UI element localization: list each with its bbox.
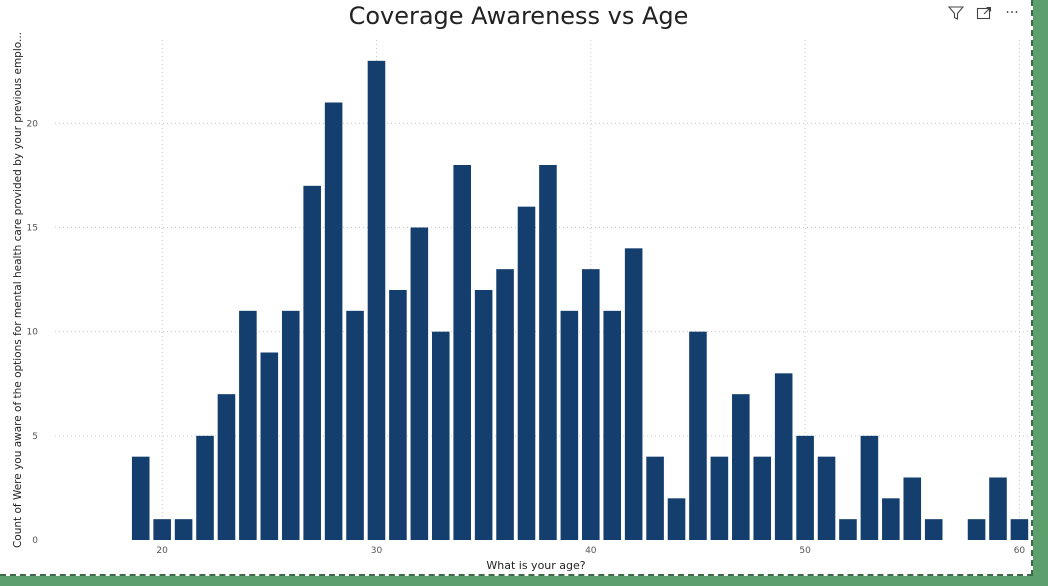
bar[interactable]: [924, 519, 943, 540]
focus-mode-icon[interactable]: [975, 4, 993, 22]
bar[interactable]: [217, 394, 236, 540]
bar[interactable]: [346, 310, 364, 540]
bar[interactable]: [260, 352, 279, 541]
x-tick-label: 30: [371, 546, 383, 556]
bar[interactable]: [689, 331, 707, 540]
bar[interactable]: [196, 435, 214, 540]
bar[interactable]: [474, 290, 493, 540]
bar[interactable]: [389, 290, 407, 540]
bar[interactable]: [410, 227, 429, 541]
bar[interactable]: [796, 435, 814, 540]
bar[interactable]: [174, 519, 193, 540]
more-options-icon[interactable]: ···: [1005, 5, 1019, 21]
bar[interactable]: [903, 477, 922, 541]
bar[interactable]: [539, 165, 557, 540]
bar[interactable]: [239, 310, 257, 540]
x-tick-label: 60: [1014, 546, 1026, 556]
bar[interactable]: [153, 519, 171, 540]
bar[interactable]: [839, 519, 857, 540]
bar[interactable]: [1010, 519, 1029, 540]
bar[interactable]: [496, 269, 514, 540]
x-tick-label: 40: [585, 546, 597, 556]
bar[interactable]: [453, 165, 471, 540]
chart-title: Coverage Awareness vs Age: [348, 2, 689, 30]
y-tick-label: 10: [27, 328, 39, 338]
bar[interactable]: [646, 456, 664, 540]
bar[interactable]: [131, 456, 150, 540]
bar[interactable]: [324, 102, 343, 541]
bar[interactable]: [817, 456, 836, 540]
y-tick-label: 0: [32, 536, 38, 546]
bar[interactable]: [367, 60, 386, 540]
bar[interactable]: [560, 310, 579, 540]
bar[interactable]: [603, 310, 622, 540]
bar[interactable]: [882, 498, 900, 540]
y-tick-label: 20: [27, 119, 39, 129]
bar[interactable]: [582, 269, 600, 540]
bar[interactable]: [732, 394, 750, 540]
x-axis-title: What is your age?: [486, 559, 586, 572]
y-tick-label: 5: [32, 432, 38, 442]
bar[interactable]: [753, 456, 772, 540]
chart-visual-frame: Coverage Awareness vs Age ··· Count of W…: [0, 0, 1033, 576]
y-tick-label: 15: [27, 224, 38, 234]
bar[interactable]: [860, 435, 879, 540]
filter-icon[interactable]: [947, 4, 965, 22]
bar[interactable]: [624, 248, 643, 541]
bar[interactable]: [303, 185, 321, 541]
x-tick-label: 50: [799, 546, 811, 556]
bar[interactable]: [431, 331, 450, 540]
bar[interactable]: [967, 519, 986, 540]
bar[interactable]: [517, 206, 536, 540]
bar[interactable]: [710, 456, 729, 540]
bar[interactable]: [989, 477, 1007, 541]
bar[interactable]: [667, 498, 686, 540]
bar[interactable]: [281, 310, 300, 540]
visual-header-toolbar: ···: [947, 4, 1021, 22]
bar-chart: 0 5 10 15 20 20 30 40 50 60: [27, 40, 1029, 556]
x-tick-label: 20: [156, 546, 168, 556]
bar[interactable]: [774, 373, 793, 540]
